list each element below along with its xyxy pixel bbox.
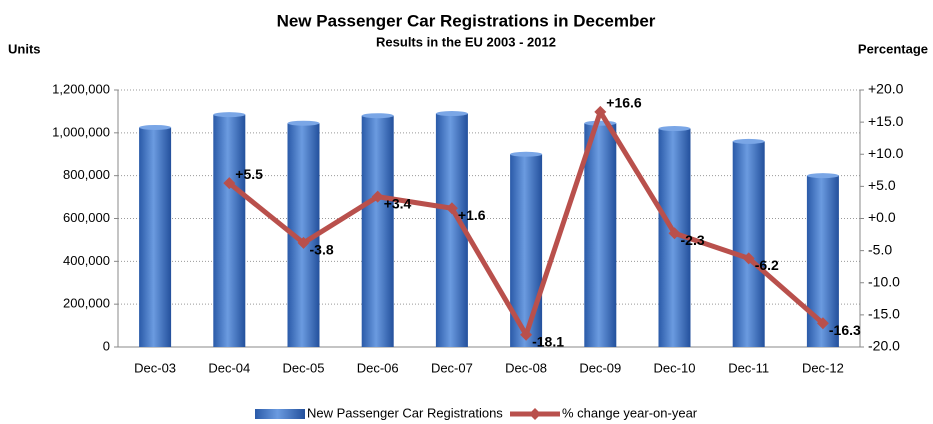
y2-tick-label: +0.0 — [868, 209, 896, 225]
y2-tick-label: +5.0 — [868, 177, 896, 193]
marker — [520, 328, 533, 341]
bar — [361, 115, 394, 347]
y-tick-label: 800,000 — [63, 167, 110, 182]
legend-swatch — [255, 409, 305, 419]
bar-top — [584, 120, 617, 126]
marker — [223, 177, 236, 190]
bar-top — [139, 124, 172, 130]
legend-label: New Passenger Car Registrations — [307, 405, 503, 420]
data-label: -3.8 — [310, 242, 334, 258]
marker — [816, 317, 829, 330]
marker — [742, 252, 755, 265]
chart-subtitle: Results in the EU 2003 - 2012 — [376, 34, 556, 49]
y-tick-label: 1,000,000 — [52, 124, 110, 139]
y-tick-label: 1,200,000 — [52, 81, 110, 96]
bar — [139, 127, 172, 348]
chart-title: New Passenger Car Registrations in Decem… — [277, 11, 656, 30]
legend-swatch — [529, 408, 541, 420]
legend-label: % change year-on-year — [562, 405, 698, 420]
bar — [213, 114, 246, 347]
bar — [732, 141, 765, 347]
data-label: -16.3 — [829, 322, 861, 338]
marker — [668, 227, 681, 240]
data-label: -6.2 — [755, 257, 779, 273]
data-label: +5.5 — [235, 166, 263, 182]
bar-top — [510, 151, 543, 157]
data-label: -18.1 — [532, 333, 564, 349]
x-tick-label: Dec-09 — [579, 360, 621, 375]
x-tick-label: Dec-08 — [505, 360, 547, 375]
y2-tick-label: +15.0 — [868, 113, 904, 129]
x-tick-label: Dec-05 — [283, 360, 325, 375]
bar-top — [361, 113, 394, 119]
y-tick-label: 0 — [103, 338, 110, 353]
marker — [445, 202, 458, 215]
x-tick-label: Dec-12 — [802, 360, 844, 375]
marker — [371, 190, 384, 203]
bar-top — [732, 138, 765, 144]
bar-top — [435, 111, 468, 117]
bar-top — [658, 126, 691, 132]
marker — [297, 236, 310, 249]
bar-top — [213, 112, 246, 118]
data-label: +16.6 — [606, 95, 642, 111]
data-label: +3.4 — [384, 195, 412, 211]
y-axis-label: Units — [8, 41, 41, 56]
data-label: +1.6 — [458, 207, 486, 223]
y2-tick-label: -5.0 — [868, 241, 892, 257]
y-tick-label: 200,000 — [63, 296, 110, 311]
y2-tick-label: +10.0 — [868, 145, 904, 161]
x-tick-label: Dec-11 — [728, 360, 769, 375]
y-tick-label: 600,000 — [63, 210, 110, 225]
bar — [584, 123, 617, 347]
x-tick-label: Dec-06 — [357, 360, 399, 375]
x-tick-label: Dec-07 — [431, 360, 473, 375]
x-tick-label: Dec-03 — [134, 360, 176, 375]
y-tick-label: 400,000 — [63, 253, 110, 268]
x-tick-label: Dec-10 — [654, 360, 696, 375]
x-tick-label: Dec-04 — [208, 360, 250, 375]
y2-tick-label: -15.0 — [868, 306, 900, 322]
y2-tick-label: -20.0 — [868, 338, 900, 354]
y2-axis-label: Percentage — [858, 41, 928, 56]
data-label: -2.3 — [681, 232, 705, 248]
bar-top — [806, 173, 839, 179]
y2-tick-label: +20.0 — [868, 81, 904, 97]
bar-top — [287, 120, 320, 126]
y2-tick-label: -10.0 — [868, 273, 900, 289]
marker — [594, 105, 607, 118]
